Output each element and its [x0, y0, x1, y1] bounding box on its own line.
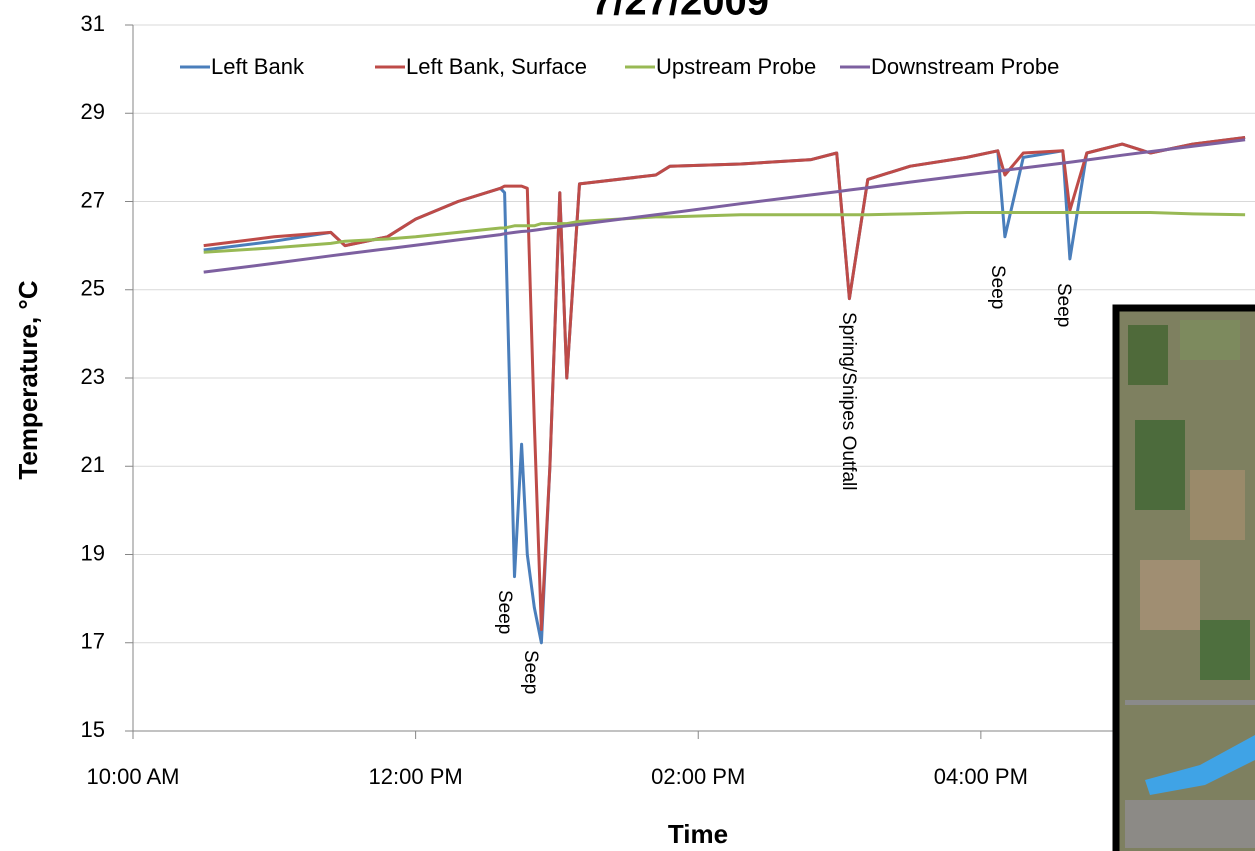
- y-tick-label: 23: [81, 364, 105, 389]
- y-tick-label: 19: [81, 540, 105, 565]
- map-field: [1180, 320, 1240, 360]
- y-tick-label: 27: [81, 187, 105, 212]
- y-tick-label: 29: [81, 99, 105, 124]
- map-field: [1128, 325, 1168, 385]
- annotation: Seep: [1053, 283, 1074, 327]
- annotation: Seep: [520, 650, 541, 694]
- inset-map: [1116, 308, 1255, 851]
- map-road: [1125, 700, 1255, 705]
- legend-label: Downstream Probe: [871, 54, 1059, 79]
- chart: 7/27/2009 Time Temperature, °C 15 17 19 21 2…: [0, 0, 1255, 851]
- y-tick-label: 15: [81, 717, 105, 742]
- x-tick-label: 04:00 PM: [934, 764, 1028, 789]
- series-line: [204, 213, 1245, 253]
- map-field: [1200, 620, 1250, 680]
- map-field: [1140, 560, 1200, 630]
- map-town: [1125, 800, 1255, 848]
- x-axis-label: Time: [668, 819, 728, 849]
- annotation: Seep: [987, 265, 1008, 309]
- x-tick-label: 02:00 PM: [651, 764, 745, 789]
- y-axis-label: Temperature, °C: [13, 280, 43, 479]
- map-field: [1135, 420, 1185, 510]
- y-tick-label: 17: [81, 629, 105, 654]
- legend-label: Left Bank, Surface: [406, 54, 587, 79]
- map-field: [1190, 470, 1245, 540]
- y-tick-label: 25: [81, 276, 105, 301]
- legend-label: Upstream Probe: [656, 54, 816, 79]
- chart-title: 7/27/2009: [591, 0, 769, 24]
- plot-area: 15 17 19 21 23 25 27 29 31 10:00 AM 12:00 PM 02:00 …: [81, 11, 1255, 789]
- series-line: [204, 140, 1245, 272]
- annotation: Spring/Snipes Outfall: [838, 312, 859, 491]
- legend-label: Left Bank: [211, 54, 305, 79]
- y-tick-label: 21: [81, 452, 105, 477]
- x-tick-label: 12:00 PM: [369, 764, 463, 789]
- annotation: Seep: [494, 590, 515, 634]
- y-tick-label: 31: [81, 11, 105, 36]
- x-tick-label: 10:00 AM: [87, 764, 180, 789]
